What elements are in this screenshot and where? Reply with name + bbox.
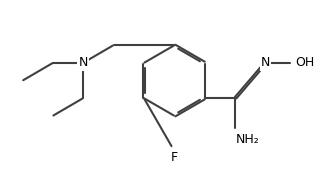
Text: N: N	[261, 56, 270, 69]
Text: NH₂: NH₂	[235, 133, 259, 146]
Text: OH: OH	[296, 56, 315, 69]
Text: N: N	[78, 56, 88, 69]
Text: F: F	[171, 151, 178, 164]
